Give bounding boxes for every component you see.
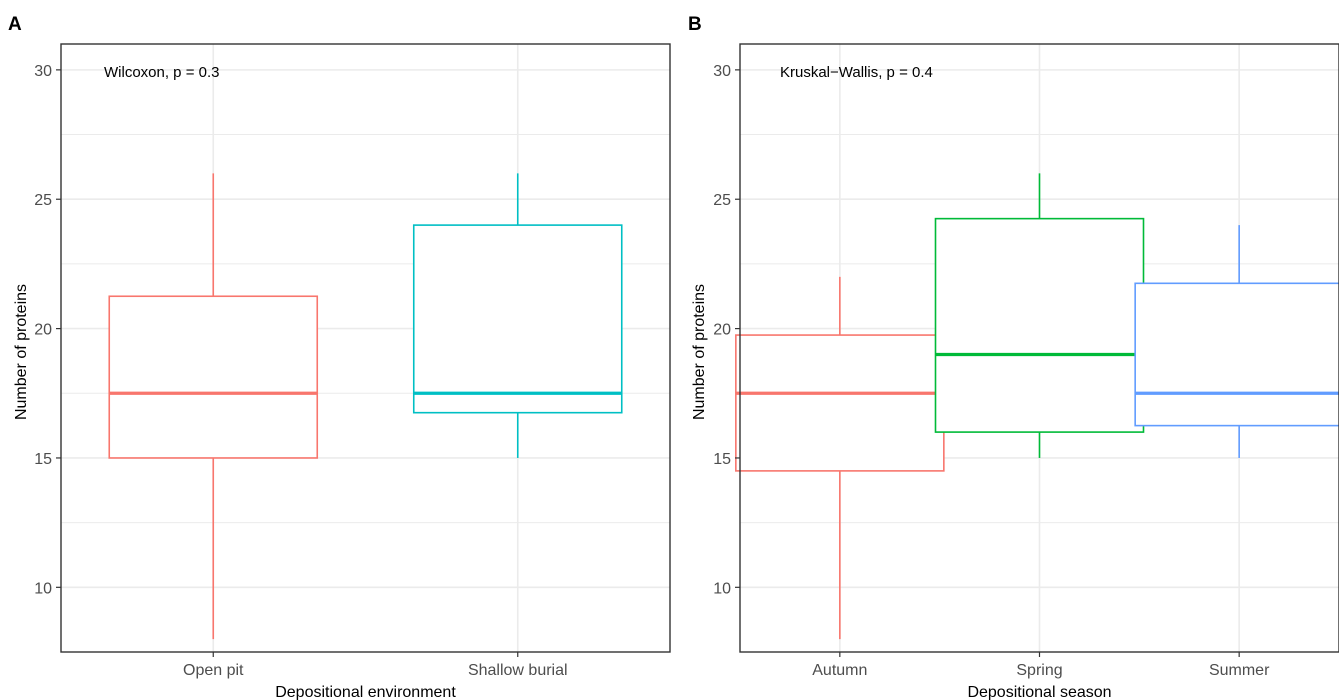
x-tick-label: Summer [1209,662,1270,679]
boxplot-autumn [735,276,945,640]
boxplot-open-pit [108,173,319,640]
boxplot-shallow-burial [412,173,623,458]
x-tick-label: Autumn [812,662,867,679]
y-axis-title: Number of proteins [691,284,708,420]
y-tick-label: 25 [713,192,731,209]
panel-border [60,43,671,653]
y-tick-label: 30 [713,63,731,80]
stat-test-annotation: Wilcoxon, p = 0.3 [104,64,219,81]
x-axis-title: Depositional season [967,684,1111,700]
y-tick-label: 25 [34,192,52,209]
y-axis-title: Number of proteins [13,284,30,420]
panel-label: B [688,14,702,35]
panel-a: A 10 15 20 25 30 Open pit Shallow burial Deposit… [8,14,671,700]
box-iqr [108,295,319,459]
y-tick-label: 10 [713,580,731,597]
panel-b: B 10 15 20 25 30 Autumn Spring Summer Depositiona… [688,14,1339,700]
x-tick-label: Spring [1016,662,1062,679]
boxplot-summer [1134,225,1339,458]
boxplot-spring [934,173,1145,458]
box-iqr [1134,282,1339,427]
y-tick-label: 15 [713,451,731,468]
box-iqr [934,217,1145,433]
box-iqr [735,334,945,472]
y-tick-label: 20 [713,322,731,339]
y-tick-label: 15 [34,451,52,468]
stat-test-annotation: Kruskal−Wallis, p = 0.4 [780,64,933,81]
panel-label: A [8,14,22,35]
x-tick-label: Shallow burial [468,662,568,679]
y-tick-label: 10 [34,580,52,597]
y-tick-label: 20 [34,322,52,339]
box-iqr [412,224,623,414]
y-tick-label: 30 [34,63,52,80]
x-axis-title: Depositional environment [275,684,456,700]
x-tick-label: Open pit [183,662,244,679]
